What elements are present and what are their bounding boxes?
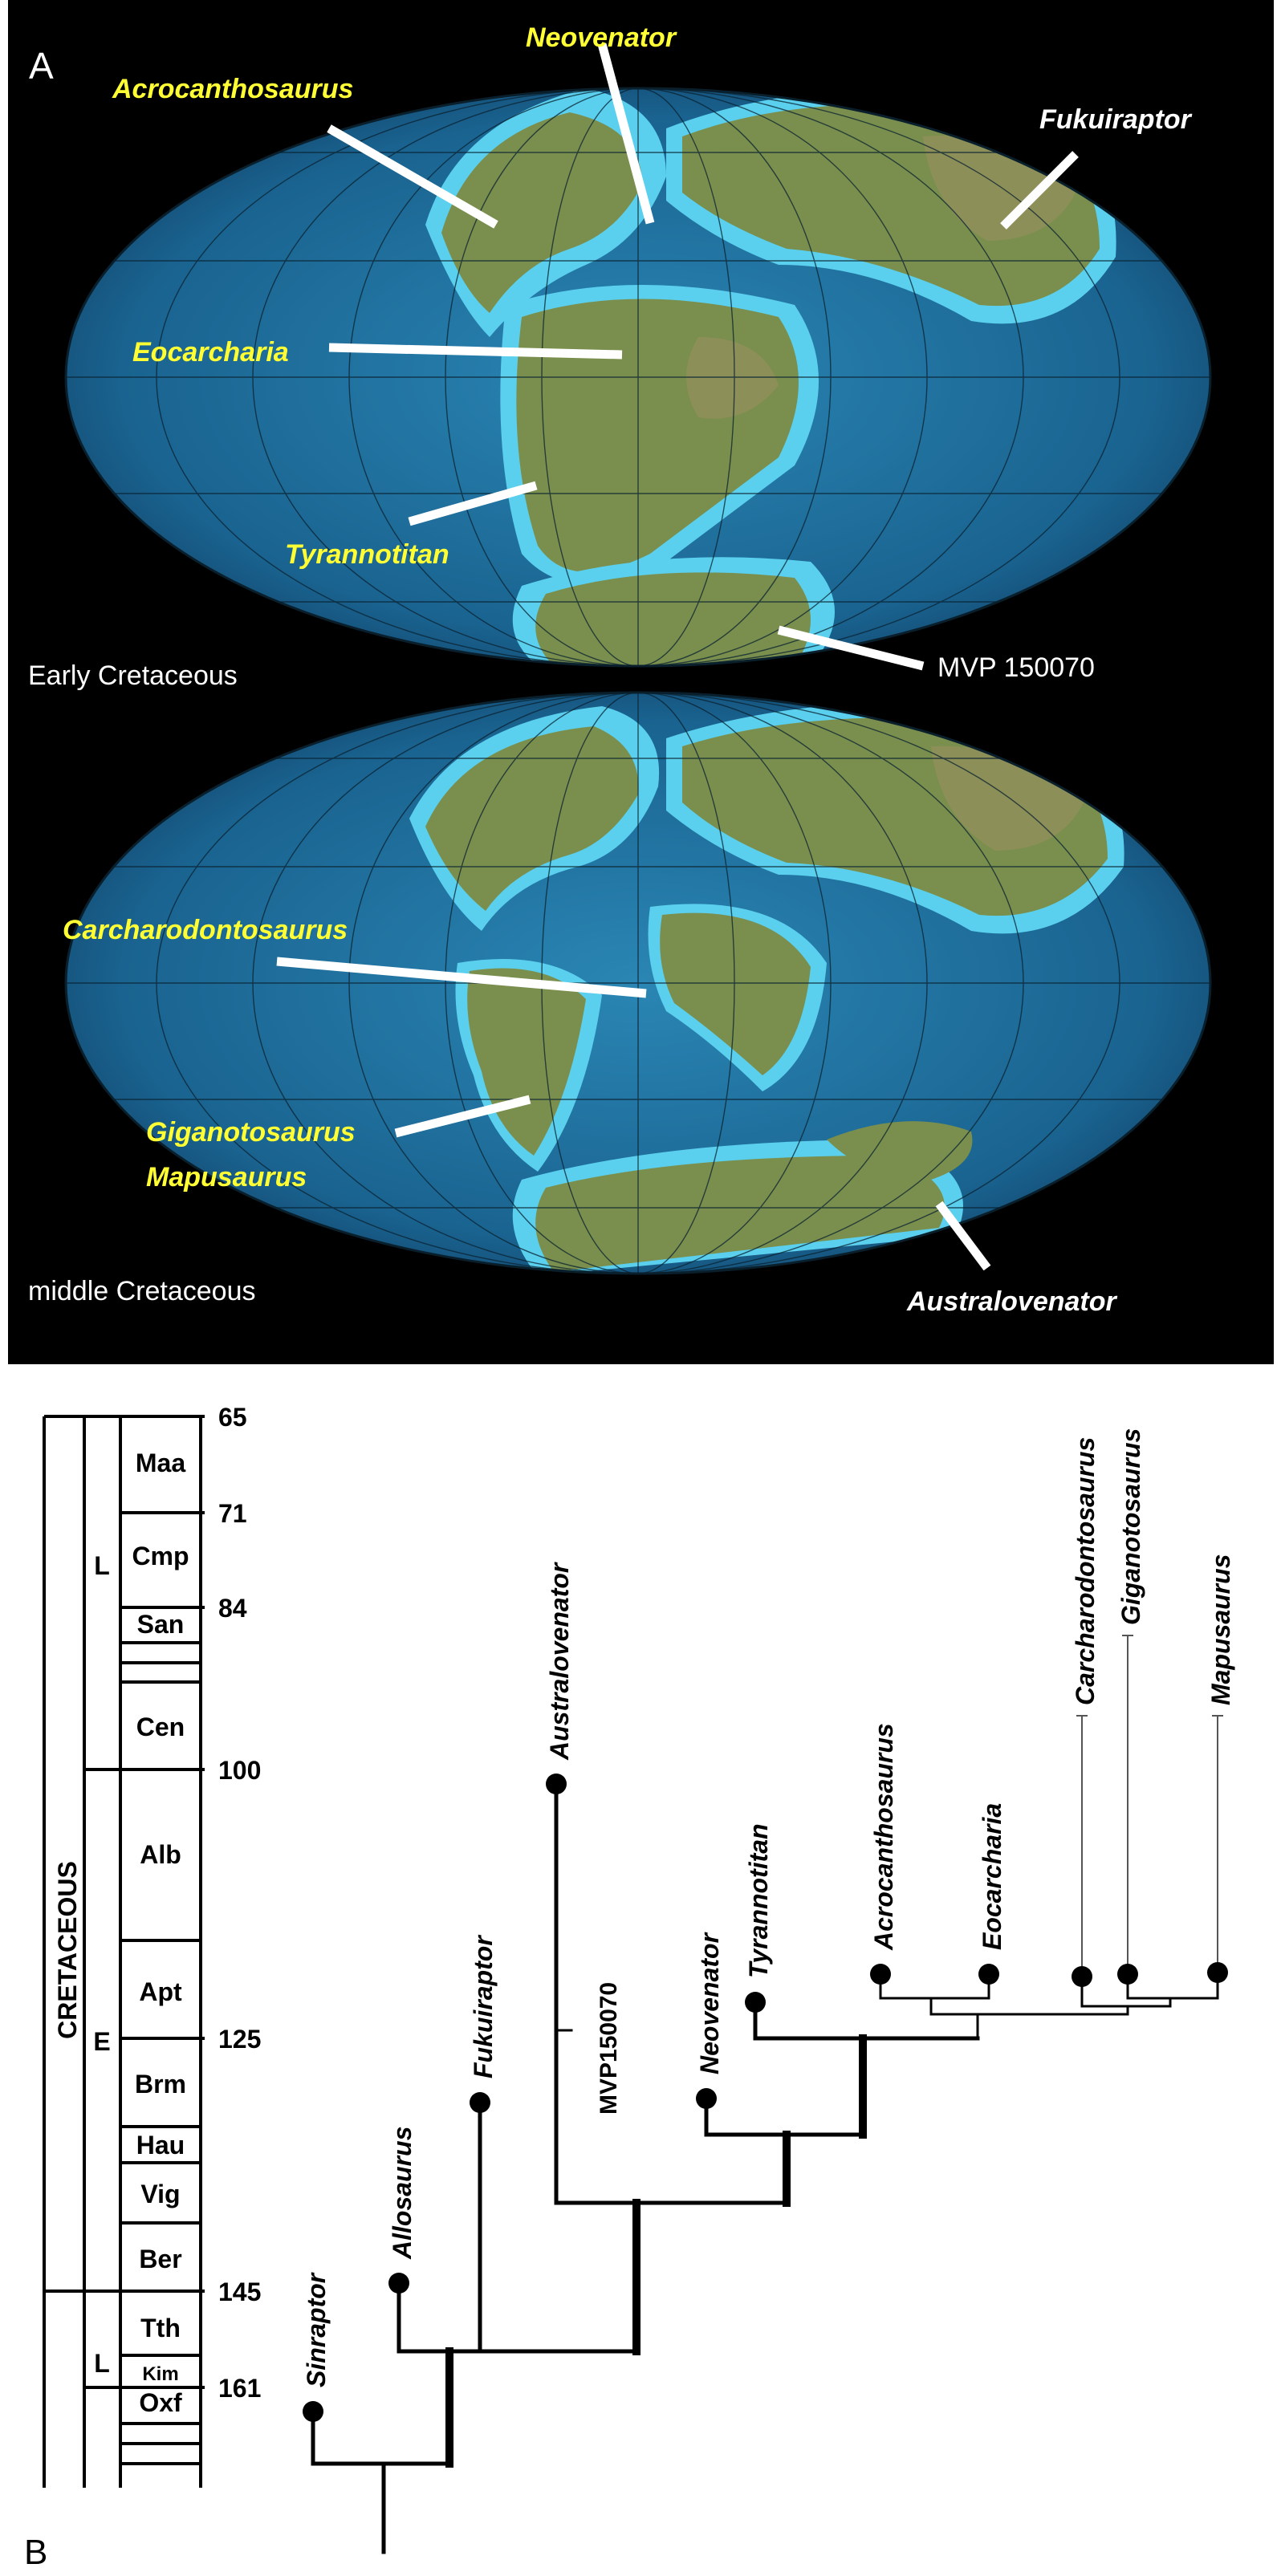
- stage-tth: Tth: [140, 2314, 181, 2342]
- taxon-australovenator: Australovenator: [545, 1562, 574, 1761]
- stage-cen: Cen: [136, 1713, 185, 1741]
- epoch-label-late: L: [94, 1551, 110, 1580]
- panel-b-letter: B: [24, 2533, 47, 2572]
- tip-mapusaurus: [1207, 1962, 1228, 1983]
- tip-fukuiraptor: [470, 2092, 490, 2113]
- stage-san: San: [137, 1610, 185, 1639]
- stage-apt: Apt: [139, 1977, 182, 2006]
- age-100: 100: [218, 1756, 261, 1785]
- tip-giganotosaurus: [1117, 1964, 1138, 1985]
- age-65: 65: [218, 1403, 247, 1432]
- tip-tyrannotitan: [745, 1992, 766, 2013]
- node-label-mvp150070: MVP150070: [596, 1982, 622, 2115]
- stage-brm: Brm: [135, 2070, 186, 2099]
- taxon-mapusaurus: Mapusaurus: [1206, 1554, 1235, 1705]
- stage-alb: Alb: [140, 1840, 181, 1869]
- system-label-cretaceous: CRETACEOUS: [53, 1861, 82, 2039]
- pointer-neovenator: [597, 43, 655, 225]
- taxon-tyrannotitan: Tyrannotitan: [744, 1823, 773, 1978]
- tip-australovenator: [546, 1774, 567, 1794]
- taxon-eocarcharia: Eocarcharia: [978, 1803, 1007, 1950]
- tip-sinraptor: [303, 2401, 323, 2422]
- epoch-label-early: E: [93, 2027, 110, 2056]
- label-neovenator: Neovenator: [526, 22, 677, 53]
- pointer-carcharodontosaurus: [276, 957, 647, 998]
- pointer-fukuiraptor: [1000, 151, 1079, 230]
- stage-ber: Ber: [139, 2245, 181, 2273]
- panel-a-maps: A: [8, 0, 1274, 1364]
- period-label-middle-cretaceous: middle Cretaceous: [28, 1276, 255, 1306]
- pointer-eocarcharia: [328, 343, 623, 360]
- stage-maa: Maa: [136, 1448, 185, 1477]
- pointer-tyrannotitan: [408, 481, 538, 526]
- period-label-early-cretaceous: Early Cretaceous: [28, 660, 238, 691]
- taxon-acrocanthosaurus: Acrocanthosaurus: [869, 1723, 898, 1951]
- label-tyrannotitan: Tyrannotitan: [285, 539, 449, 570]
- stage-oxf: Oxf: [139, 2388, 182, 2417]
- paleomap-figure: A: [8, 0, 1274, 1364]
- time-calibrated-cladogram: CRETACEOUS E L L Maa Cmp San Cen Alb Apt…: [24, 1403, 1235, 2572]
- tip-allosaurus: [388, 2273, 409, 2294]
- label-mapusaurus: Mapusaurus: [146, 1162, 307, 1193]
- label-mvp-150070: MVP 150070: [937, 652, 1095, 683]
- label-carcharodontosaurus: Carcharodontosaurus: [63, 915, 348, 945]
- pointer-acrocanthosaurus: [327, 124, 498, 229]
- label-eocarcharia: Eocarcharia: [132, 337, 289, 368]
- taxon-giganotosaurus: Giganotosaurus: [1116, 1428, 1145, 1625]
- tip-carcharodontosaurus: [1072, 1966, 1092, 1987]
- pointer-australovenator: [935, 1201, 991, 1271]
- stage-kim: Kim: [142, 2363, 178, 2385]
- taxon-neovenator: Neovenator: [695, 1932, 724, 2074]
- tip-eocarcharia: [978, 1964, 999, 1985]
- taxon-allosaurus: Allosaurus: [388, 2127, 417, 2260]
- label-giganotosaurus: Giganotosaurus: [146, 1117, 356, 1148]
- stage-vig: Vig: [140, 2180, 180, 2208]
- label-fukuiraptor: Fukuiraptor: [1039, 104, 1193, 135]
- age-145: 145: [218, 2277, 261, 2306]
- taxon-fukuiraptor: Fukuiraptor: [469, 1935, 498, 2078]
- pointer-mvp-150070: [777, 625, 925, 671]
- panel-a-letter: A: [29, 45, 54, 87]
- stage-hau: Hau: [136, 2131, 185, 2160]
- epoch-label-late-jurassic: L: [94, 2349, 110, 2378]
- early-cretaceous-map: [64, 87, 1212, 668]
- cladogram-tree: [311, 1635, 1223, 2554]
- age-84: 84: [218, 1594, 247, 1623]
- label-acrocanthosaurus: Acrocanthosaurus: [112, 74, 353, 104]
- age-161: 161: [218, 2374, 261, 2403]
- geologic-time-scale: CRETACEOUS E L L Maa Cmp San Cen Alb Apt…: [43, 1403, 261, 2488]
- taxon-carcharodontosaurus: Carcharodontosaurus: [1071, 1437, 1100, 1705]
- age-125: 125: [218, 2025, 261, 2054]
- age-71: 71: [218, 1499, 247, 1528]
- tip-neovenator: [696, 2088, 717, 2109]
- label-australovenator: Australovenator: [906, 1286, 1117, 1317]
- panel-b-cladogram: CRETACEOUS E L L Maa Cmp San Cen Alb Apt…: [0, 1364, 1281, 2572]
- stage-cmp: Cmp: [132, 1542, 189, 1570]
- taxa: Sinraptor Allosaurus Fukuiraptor Austral…: [302, 1428, 1235, 2422]
- taxon-sinraptor: Sinraptor: [302, 2272, 331, 2387]
- tip-acrocanthosaurus: [870, 1964, 891, 1985]
- pointer-giganotosaurus-mapusaurus: [394, 1095, 531, 1138]
